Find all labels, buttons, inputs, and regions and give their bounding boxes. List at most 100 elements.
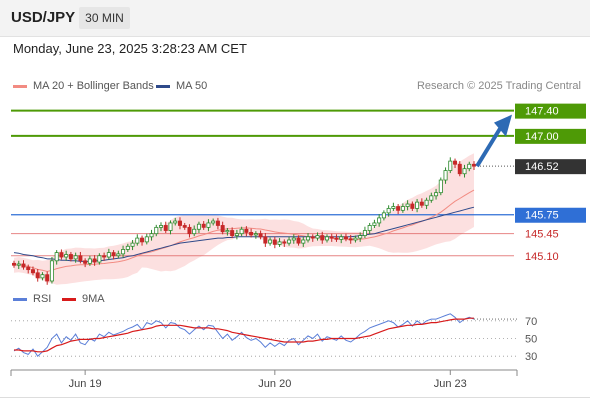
candle-body	[381, 212, 386, 219]
rsi-ma-line	[14, 317, 474, 353]
candle-body	[268, 239, 273, 244]
current-price-label: 146.52	[525, 161, 559, 173]
support-label-5: 145.10	[525, 251, 559, 263]
candle-body	[287, 239, 292, 244]
candle-body	[386, 208, 391, 214]
candle-body	[35, 272, 40, 279]
legend-label-ma50: MA 50	[176, 80, 208, 92]
candle-body	[429, 195, 434, 201]
candle-body	[163, 225, 168, 231]
candle-body	[135, 237, 140, 244]
rsi-tick-70: 70	[525, 316, 537, 328]
bollinger-band	[14, 153, 474, 285]
candle-body	[26, 266, 31, 271]
candle-body	[154, 226, 159, 235]
candle-body	[258, 233, 263, 238]
candle-body	[310, 236, 315, 239]
candle-body	[206, 222, 211, 228]
candle-body	[253, 233, 258, 236]
candle-body	[343, 236, 348, 240]
candle-body	[424, 199, 429, 206]
legend-swatch-rsi-ma	[62, 297, 76, 301]
candle-body	[68, 254, 73, 260]
candle-body	[130, 242, 135, 247]
legend-swatch-ma20	[13, 84, 27, 88]
header-bar: USD/JPY 30 MIN	[0, 0, 590, 37]
candle-body	[73, 255, 78, 260]
candle-body	[277, 241, 282, 245]
pivot-label-bg	[515, 207, 586, 223]
candle-body	[149, 233, 154, 238]
candle-body	[324, 236, 329, 241]
candle-body	[443, 170, 448, 181]
forecast-arrow-shaft	[475, 127, 502, 168]
candle-body	[306, 236, 311, 241]
timeframe-button[interactable]: 30 MIN	[79, 7, 130, 29]
candle-body	[467, 163, 472, 170]
candle-body	[234, 233, 239, 236]
bollinger-band-layer	[14, 153, 474, 285]
candle-body	[177, 220, 182, 226]
candle-body	[249, 232, 254, 236]
candle-body	[215, 220, 220, 226]
candle-body	[315, 235, 320, 239]
legend-item-ma20: MA 20 + Bollinger Bands	[13, 80, 154, 92]
candle-body	[405, 203, 410, 207]
candle-body	[272, 239, 277, 245]
candle-body	[116, 253, 121, 257]
candle-body	[211, 220, 216, 224]
candle-body	[239, 228, 244, 235]
candle-body	[434, 192, 439, 197]
candle-body	[121, 249, 126, 255]
legend-swatch-rsi	[13, 297, 27, 301]
candle-body	[64, 254, 69, 258]
candle-body	[358, 235, 363, 239]
time-axis-layer: Jun 19 Jun 20 Jun 23	[10, 369, 518, 390]
candle-body	[187, 226, 192, 235]
candle-body	[11, 262, 16, 266]
time-label-0: Jun 19	[69, 378, 102, 390]
candle-body	[159, 225, 164, 228]
candle-body	[471, 163, 476, 167]
candle-body	[230, 230, 235, 236]
forecast-arrow-head	[494, 114, 512, 137]
candle-body	[83, 260, 88, 264]
candle-body	[144, 236, 149, 243]
ma20-line	[13, 189, 475, 273]
candle-body	[244, 228, 249, 233]
candle-body	[263, 236, 268, 244]
legend-label-rsi: RSI	[33, 293, 52, 305]
current-price-bg	[515, 159, 586, 175]
candle-body	[400, 206, 405, 211]
candles-layer	[11, 157, 476, 285]
target-label-bg-1	[515, 128, 586, 144]
pivot-label: 145.75	[525, 210, 559, 222]
candle-body	[45, 274, 50, 282]
candle-body	[125, 245, 130, 250]
candle-body	[21, 263, 26, 268]
candle-body	[182, 225, 187, 228]
candle-body	[282, 241, 287, 244]
candle-body	[30, 269, 35, 274]
candle-body	[367, 225, 372, 231]
candle-body	[419, 201, 424, 206]
legend-item-rsi: RSI	[13, 293, 51, 305]
timestamp: Monday, June 23, 2025 3:28:23 AM CET	[13, 41, 247, 56]
candle-body	[410, 203, 415, 209]
candle-body	[16, 263, 21, 266]
candle-body	[92, 258, 97, 263]
candle-body	[102, 255, 107, 258]
legend-label-rsi-ma: 9MA	[82, 293, 105, 305]
candle-body	[329, 236, 334, 239]
candle-body	[362, 230, 367, 236]
candle-body	[291, 237, 296, 241]
candle-body	[462, 168, 467, 175]
candle-body	[220, 225, 225, 233]
support-label-4: 145.45	[525, 229, 559, 241]
rsi-panel-layer: 70 50 30	[11, 313, 537, 363]
candle-body	[377, 217, 382, 224]
candle-body	[106, 252, 111, 258]
candle-body	[196, 223, 201, 230]
target-label-0: 147.40	[525, 106, 559, 118]
candle-body	[457, 163, 462, 175]
